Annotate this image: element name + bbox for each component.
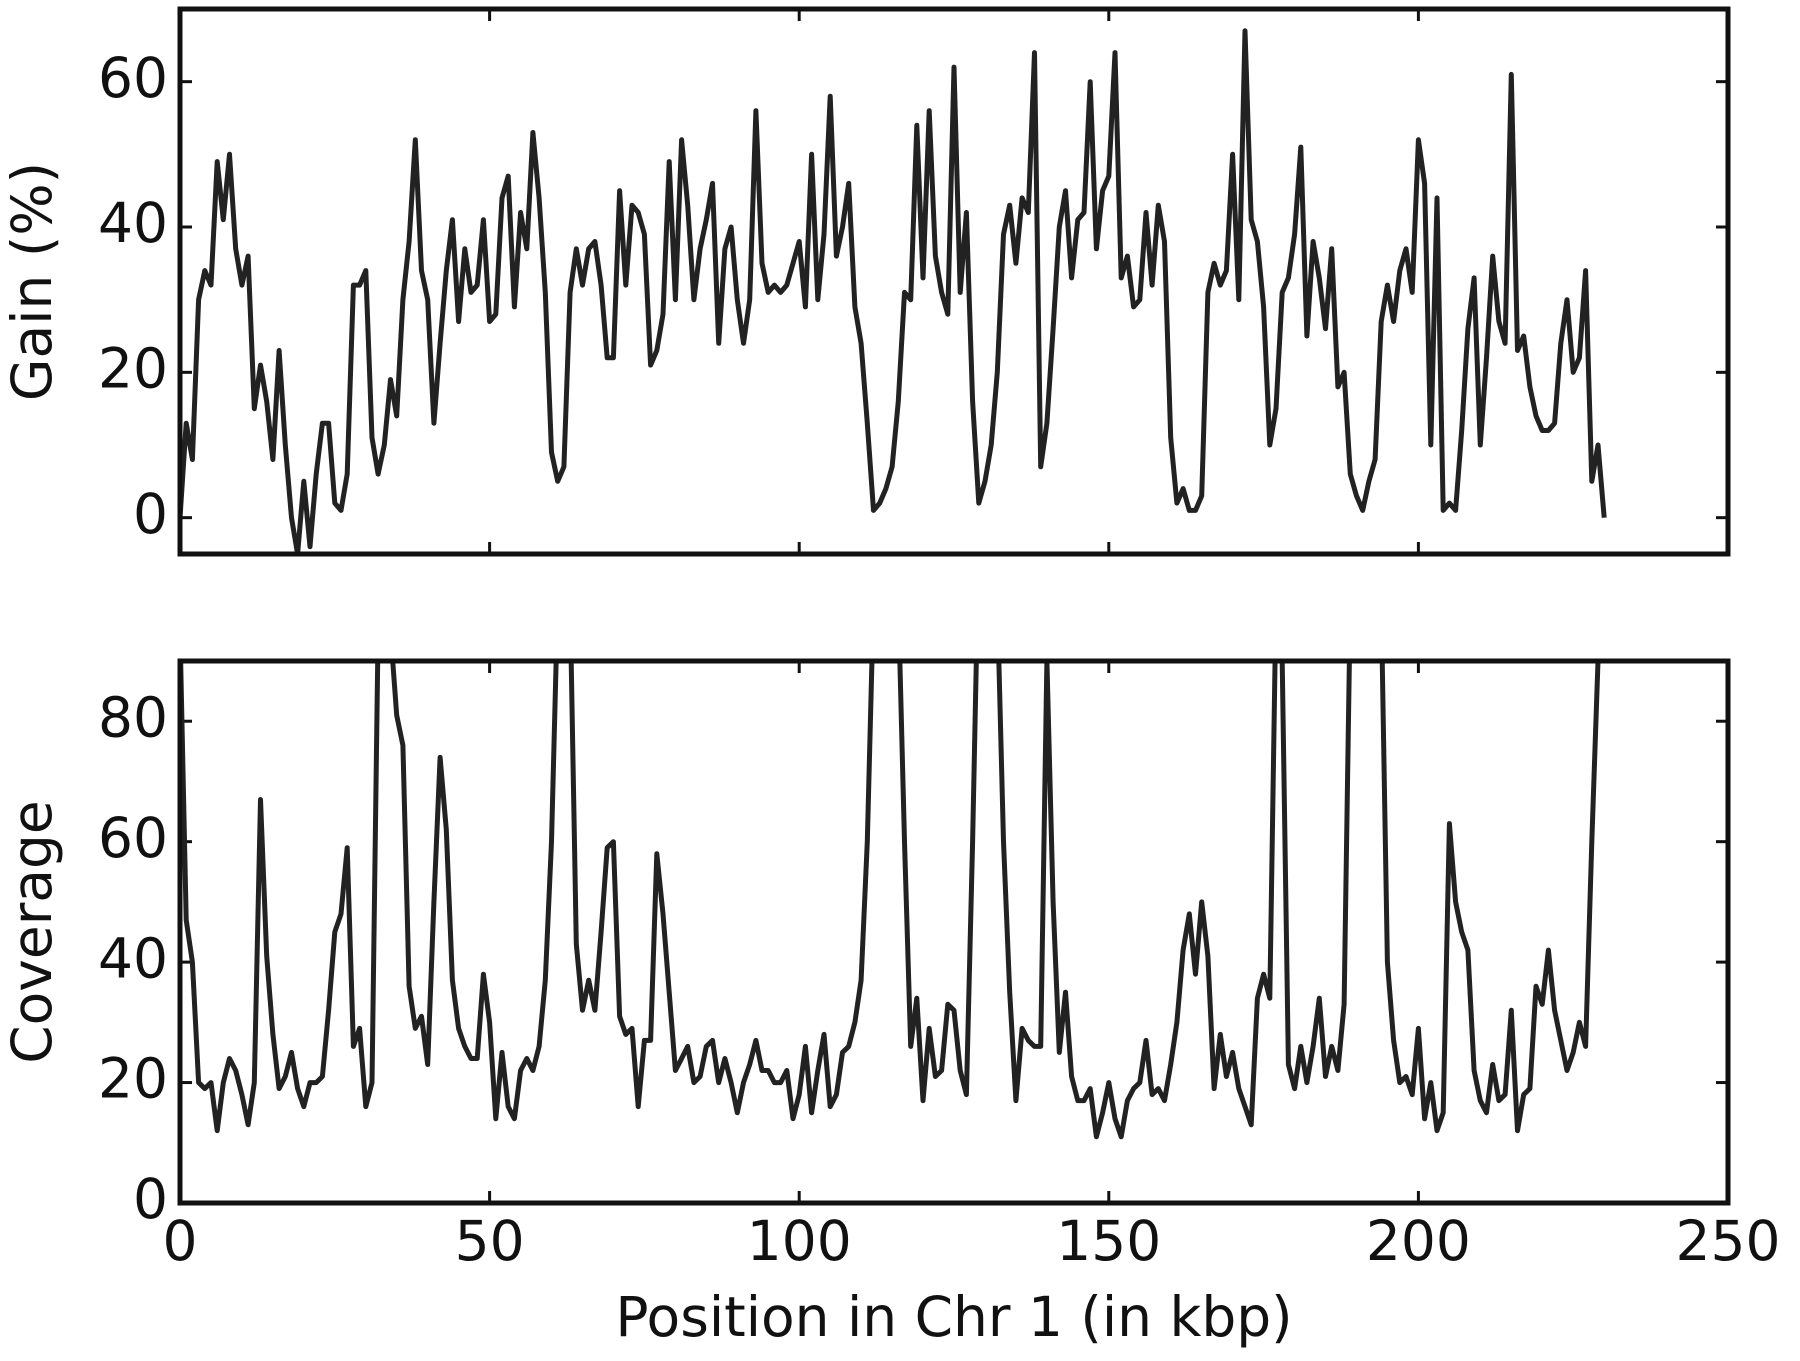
x-axis-label: Position in Chr 1 (in kbp): [615, 1285, 1292, 1349]
y-tick-label: 40: [98, 926, 168, 990]
x-tick-label: 50: [455, 1209, 525, 1273]
y-tick-label: 20: [98, 1047, 168, 1111]
x-tick-label: 150: [1056, 1209, 1161, 1273]
y-tick-label: 60: [98, 806, 168, 870]
y-tick-label: 20: [98, 336, 168, 400]
x-tick-label: 200: [1366, 1209, 1471, 1273]
x-tick-label: 0: [163, 1209, 198, 1273]
x-tick-label: 250: [1676, 1209, 1781, 1273]
data-line: [180, 661, 1601, 1140]
y-tick-label: 60: [98, 46, 168, 110]
plot-frame: [177, 6, 1731, 557]
y-tick-label: 0: [133, 1167, 168, 1231]
y-axis-label: Gain (%): [0, 162, 64, 401]
y-tick-label: 40: [98, 191, 168, 255]
y-tick-label: 0: [133, 482, 168, 546]
x-tick-label: 100: [747, 1209, 852, 1273]
plot-frame: [177, 658, 1731, 1206]
y-axis-label: Coverage: [0, 800, 64, 1064]
y-tick-label: 80: [98, 685, 168, 749]
data-line: [180, 28, 1607, 554]
